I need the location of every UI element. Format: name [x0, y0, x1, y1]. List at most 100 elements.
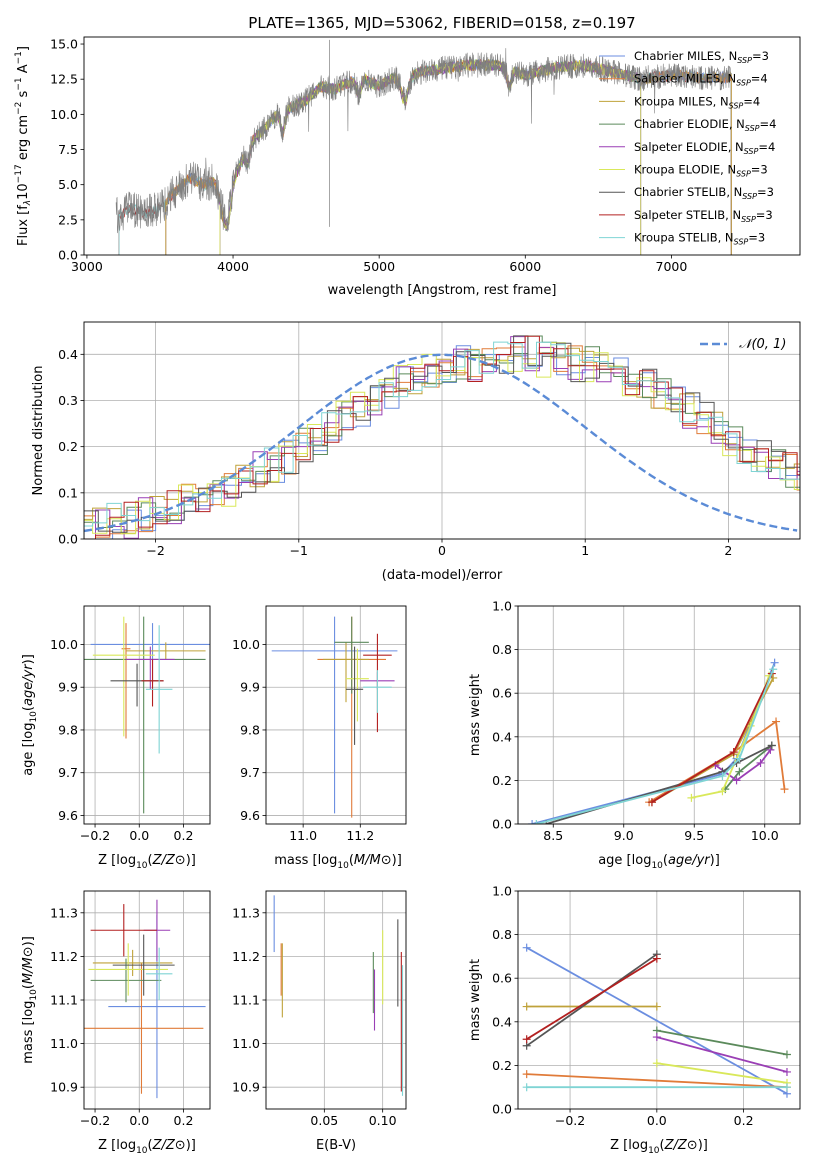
legend-text: =3	[757, 185, 774, 199]
y-tick-label: 11.1	[232, 993, 260, 1008]
legend-text: Salpeter STELIB, N	[634, 208, 741, 222]
label-part: )]	[698, 1138, 708, 1153]
y-tick-label: 9.8	[240, 722, 260, 737]
legend-text: Salpeter ELODIE, N	[634, 140, 744, 154]
histogram-7	[84, 335, 800, 539]
x-axis-label: Z [log10(Z/Z⊙)]	[98, 853, 196, 871]
label-part: age/yr	[21, 663, 36, 706]
errorbar-point-4	[84, 616, 206, 814]
ticks: 0.05 0.10 10.9 11.0 11.1 11.2 11.3	[232, 905, 396, 1128]
errorbar-point-8	[141, 659, 164, 707]
weight-line	[526, 1073, 788, 1089]
legend-sub: SSP	[741, 215, 756, 224]
legend-text: =4	[760, 117, 777, 131]
y-tick-label: 0.4	[492, 1014, 512, 1029]
histogram-8	[84, 335, 800, 539]
weight-line	[656, 1029, 788, 1056]
legend-text: =4	[743, 94, 760, 108]
label-part: (	[148, 853, 153, 868]
axes-frame	[517, 890, 801, 1110]
errorbar-point-3	[323, 642, 369, 703]
y-tick-label: 12.5	[50, 72, 78, 87]
label-part: Flux [f	[16, 205, 31, 246]
legend-label-6: Kroupa ELODIE, NSSP=3	[634, 163, 768, 179]
weight-line	[651, 677, 774, 803]
weight-marker	[522, 1070, 531, 1079]
y-tick-label: 0.6	[492, 971, 512, 986]
weight-series-9	[522, 1083, 791, 1092]
label-part: ]	[16, 46, 31, 51]
model-spectrum-2	[165, 59, 732, 255]
axes-6: −0.2 0.0 0.210.911.011.111.211.3Z [log10(Z…	[21, 890, 211, 1156]
y-tick-label: 0.1	[58, 485, 78, 500]
y-tick-label: 9.8	[58, 722, 78, 737]
y-tick-label: 11.2	[232, 949, 260, 964]
errorbar-point-6	[346, 648, 369, 722]
x-tick-label: 2	[724, 543, 732, 558]
plot-area	[273, 895, 404, 1096]
x-tick-label: −0.2	[555, 1113, 585, 1128]
model-spectrum-4	[219, 58, 642, 255]
legend-label-3: Kroupa MILES, NSSP=4	[634, 94, 760, 110]
x-tick-label: 0.0	[647, 1113, 667, 1128]
model-spectrum-5	[219, 59, 642, 255]
errorbar-point-4	[90, 958, 162, 1003]
normal-curve	[84, 353, 798, 533]
y-tick-label: 10.9	[232, 1080, 260, 1095]
ticks: −0.2 0.0 0.2 9.6 9.7 9.8 9.9 10.0	[50, 637, 193, 843]
y-axis-label: mass [log10(M/M⊙)]	[21, 936, 39, 1064]
errorbar-point-4	[334, 616, 369, 694]
label-part: age/yr	[668, 853, 711, 868]
x-tick-label: 0.2	[734, 1113, 754, 1128]
y-tick-label: 1.0	[492, 599, 512, 614]
observed-spectrum	[115, 48, 732, 234]
label-sub: 10	[136, 1146, 148, 1156]
y-tick-label: 0.2	[492, 1058, 512, 1073]
weight-marker	[782, 1067, 791, 1076]
legend-sub: SSP	[736, 79, 751, 88]
legend-sub: SSP	[736, 170, 751, 179]
histogram-5	[84, 336, 800, 539]
errorbar-point-7	[110, 663, 164, 707]
weight-marker	[652, 1059, 661, 1068]
model-spectrum-3	[165, 58, 732, 255]
legend-text: =4	[758, 140, 775, 154]
weight-line	[536, 668, 775, 824]
errorbar-point-6	[88, 943, 168, 996]
weight-series-4	[652, 1026, 791, 1059]
weight-marker	[735, 754, 744, 763]
weight-marker	[780, 785, 789, 794]
model-spectrum-1	[165, 58, 732, 255]
axes-frame	[83, 605, 211, 825]
y-axis-label: age [log10(age/yr)]	[21, 654, 39, 776]
label-part: s	[16, 90, 31, 101]
y-tick-label: 10.0	[232, 637, 260, 652]
label-sub: 10	[136, 861, 148, 871]
axes-frame	[83, 890, 211, 1110]
x-tick-label: 8.5	[543, 828, 563, 843]
histogram-6	[84, 342, 800, 539]
legend-sub: SSP	[734, 238, 749, 247]
axes-frame	[83, 36, 801, 256]
y-tick-label: 0.2	[492, 773, 512, 788]
y-tick-label: 11.3	[50, 905, 78, 920]
legend-text: =3	[752, 49, 769, 63]
errorbar-point-9	[145, 947, 173, 1000]
y-tick-label: 9.7	[58, 765, 78, 780]
axes-frame	[265, 605, 407, 825]
x-tick-label: −0.2	[80, 1113, 110, 1128]
y-tick-label: 0.0	[492, 1102, 512, 1117]
weight-marker	[766, 745, 775, 754]
legend-text: =4	[751, 72, 768, 86]
legend-label-4: Chabrier ELODIE, NSSP=4	[634, 117, 776, 133]
y-tick-label: 11.2	[50, 949, 78, 964]
label-part: Z/Z⊙	[152, 1138, 186, 1153]
label-part: erg cm	[16, 115, 31, 164]
axes-frame	[83, 321, 801, 540]
y-tick-label: 0.6	[492, 686, 512, 701]
x-tick-label: 5000	[363, 259, 395, 274]
ticks: −2 −1 0 1 2 0.0 0.1 0.2 0.3 0.4	[58, 347, 732, 558]
x-axis-label: Z [log10(Z/Z⊙)]	[98, 1138, 196, 1156]
weight-marker	[522, 1083, 531, 1092]
